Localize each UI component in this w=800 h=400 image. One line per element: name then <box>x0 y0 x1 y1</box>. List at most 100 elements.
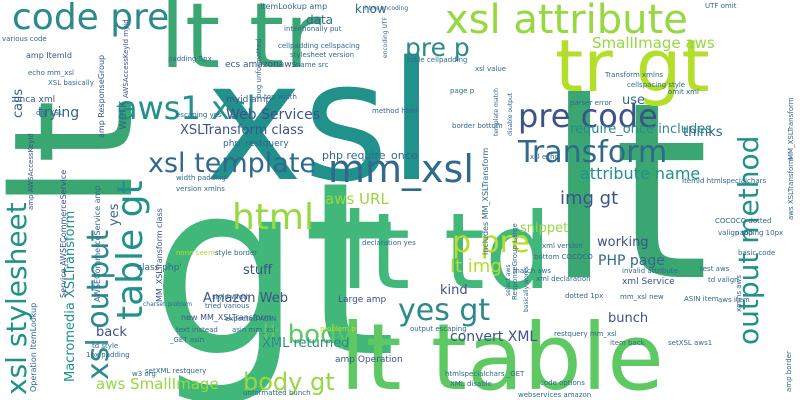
word-amp-awsaccess: amp AWSAccessKeyId <box>27 133 35 210</box>
word-work: work <box>115 100 129 130</box>
word-webservices-amazon: webservices amazon <box>518 391 592 399</box>
word-width-padding: width padding <box>176 174 226 182</box>
word-padding-5px: padding 5px <box>168 55 212 63</box>
word-td-style: td style <box>92 342 119 350</box>
word-amp-operation: amp Operation <box>335 355 403 365</box>
word-problem-p: problem p <box>320 325 356 333</box>
word-p-pre: p pre <box>452 225 530 260</box>
word-htmlspecialchars-get: htmlspecialchars _GET <box>445 370 525 378</box>
word-expected-asin: expected ASIN <box>225 315 277 323</box>
word-code-pre: code pre <box>12 0 170 38</box>
word-aws-xsltransform: aws XSLTransform <box>787 157 795 220</box>
word-thinks: thinks <box>683 125 723 140</box>
word-td-valign: td valign <box>708 276 739 284</box>
word-amp-border: amp border <box>785 351 793 392</box>
word-table-gt: table gt <box>110 180 151 320</box>
word-restquery-mm-xsl: restquery mm_xsl <box>554 330 617 338</box>
word-aws-item: aws item <box>718 296 750 304</box>
word-w3-org: w3 org <box>132 370 156 378</box>
word-img-gt: img gt <box>560 188 619 209</box>
word-transform: Transform <box>518 135 668 170</box>
word-output-method: output method <box>732 135 765 345</box>
word-cellspacing-style: cellspacing style <box>627 81 686 89</box>
word-page-p: page p <box>450 87 475 95</box>
word-org-xsl: org XSL <box>36 109 63 117</box>
word-lt-body: lt body <box>262 320 352 350</box>
word-yes: yes <box>107 203 122 226</box>
word-echo-mm-xsl: echo mm_xsl <box>28 69 74 77</box>
word-lt-large: lt <box>545 50 710 335</box>
word-large-amp: Large amp <box>338 295 387 305</box>
word-declaration-yes: declaration yes <box>362 239 416 247</box>
word-snippet: snippet <box>520 221 569 236</box>
word-omit-xml: omit xml <box>668 88 699 96</box>
word-mm-xsl-new: mm_xsl new <box>620 293 664 301</box>
word-xsl-stylesheet: xsl stylesheet <box>0 202 33 395</box>
word-aws1-xsl: aws1 xsl <box>118 89 256 127</box>
word-none-seems: none seems <box>176 249 219 257</box>
word-lt-img: lt img <box>450 256 502 277</box>
word-responsegroup-large: ResponseGroup Large <box>511 223 519 300</box>
word-tr-gt: tr gt <box>555 24 710 108</box>
word-require-once-includes: require_once includes <box>570 122 713 137</box>
word-pre-code: pre code <box>518 97 658 135</box>
word-unformatted-bunch: unformatted bunch <box>243 389 311 397</box>
word-itemid-htmlspecialchars: ItemId htmlspecialchars <box>682 177 767 185</box>
word-style-border: style border <box>215 249 258 257</box>
word-xml-disable: XML disable <box>450 380 492 388</box>
word-mm-xsl: mm_xsl <box>328 147 474 191</box>
word-lt-table: lt table <box>340 304 664 400</box>
word-mm-xsltransform-class: MM_XSLTransform class <box>155 208 164 302</box>
word-aws-smallimage: aws SmallImage <box>96 375 219 393</box>
word-xsl-template: xsl template <box>148 148 317 179</box>
word-convert-xml: convert XML <box>450 329 538 345</box>
word-aws-url: aws URL <box>325 190 389 208</box>
word-cellpadding-cellspacing: cellpadding cellspacing <box>278 42 360 50</box>
word-html: html <box>232 197 315 238</box>
word-amp-responsegroup: amp ResponseGroup <box>97 54 106 138</box>
word-asin-mm-xsl: asin mm_xsl <box>232 326 276 334</box>
word-basic-code: basic code <box>738 249 776 257</box>
word-body-gt: body gt <box>243 368 335 396</box>
word-xml-service: xml Service <box>622 277 675 287</box>
word-know: know <box>355 2 387 16</box>
word-lt-tr: lt tr <box>160 0 322 89</box>
word-awsaccess-myid: AWSAccessKeyId myid <box>122 19 130 98</box>
word-encoding-utf: encoding UTF <box>382 17 389 58</box>
word-match-aws: match aws <box>513 267 552 275</box>
word-web-services: Web Services <box>226 107 321 123</box>
word-xml-returned: XML returned <box>262 336 350 351</box>
word-ecs-amazonaws: ecs amazonaws <box>225 60 297 70</box>
word-asin-item: ASIN item <box>684 295 719 303</box>
word-style-width: style width <box>212 293 251 301</box>
word-utf-omit: UTF omit <box>705 2 737 10</box>
word-mm-xsltransform: MM_XSLTransform <box>787 97 795 160</box>
word-top-width: top width <box>264 93 297 101</box>
word-dotted-1px: dotted 1px <box>565 292 604 300</box>
word-method-html: method html <box>372 107 418 115</box>
word-kind: kind <box>440 283 468 298</box>
word-get-asin: _GET asin <box>170 336 205 344</box>
word-select-aws: select aws <box>505 264 512 296</box>
word-itemlookup-amp: ItemLookup amp <box>260 2 328 11</box>
word-use: use <box>622 93 646 108</box>
word-bottom-cococo: bottom COCOCO <box>534 253 593 261</box>
word-html-encoding: html encoding <box>365 5 409 12</box>
word-stuff: stuff <box>243 263 273 278</box>
word-transform-xmlns: Transform xmlns <box>605 71 664 79</box>
word-bug-unformatted: bug unformatted <box>255 38 263 98</box>
word-amazon-web: Amazon Web <box>203 291 289 306</box>
word-trying: trying <box>38 105 80 121</box>
word-xml-version: xml version <box>542 242 583 250</box>
word-myid-amp: myid amp <box>226 95 272 105</box>
word-charset-problem: charset problem <box>143 301 193 308</box>
word-awsecom-amp: AWSECommerceService amp <box>93 185 102 302</box>
word-output-escaping: output escaping <box>410 325 467 333</box>
word-parser-error: parser error <box>570 99 612 107</box>
word-padding-10px: padding 10px <box>735 229 784 237</box>
word-smallimage-aws: SmallImage aws <box>592 34 715 52</box>
word-border-bottom: border bottom <box>452 122 503 130</box>
word-code-options: code options <box>540 379 585 387</box>
word-item-back: item back <box>610 339 645 347</box>
word-php-require-once: php require_once <box>322 149 418 162</box>
